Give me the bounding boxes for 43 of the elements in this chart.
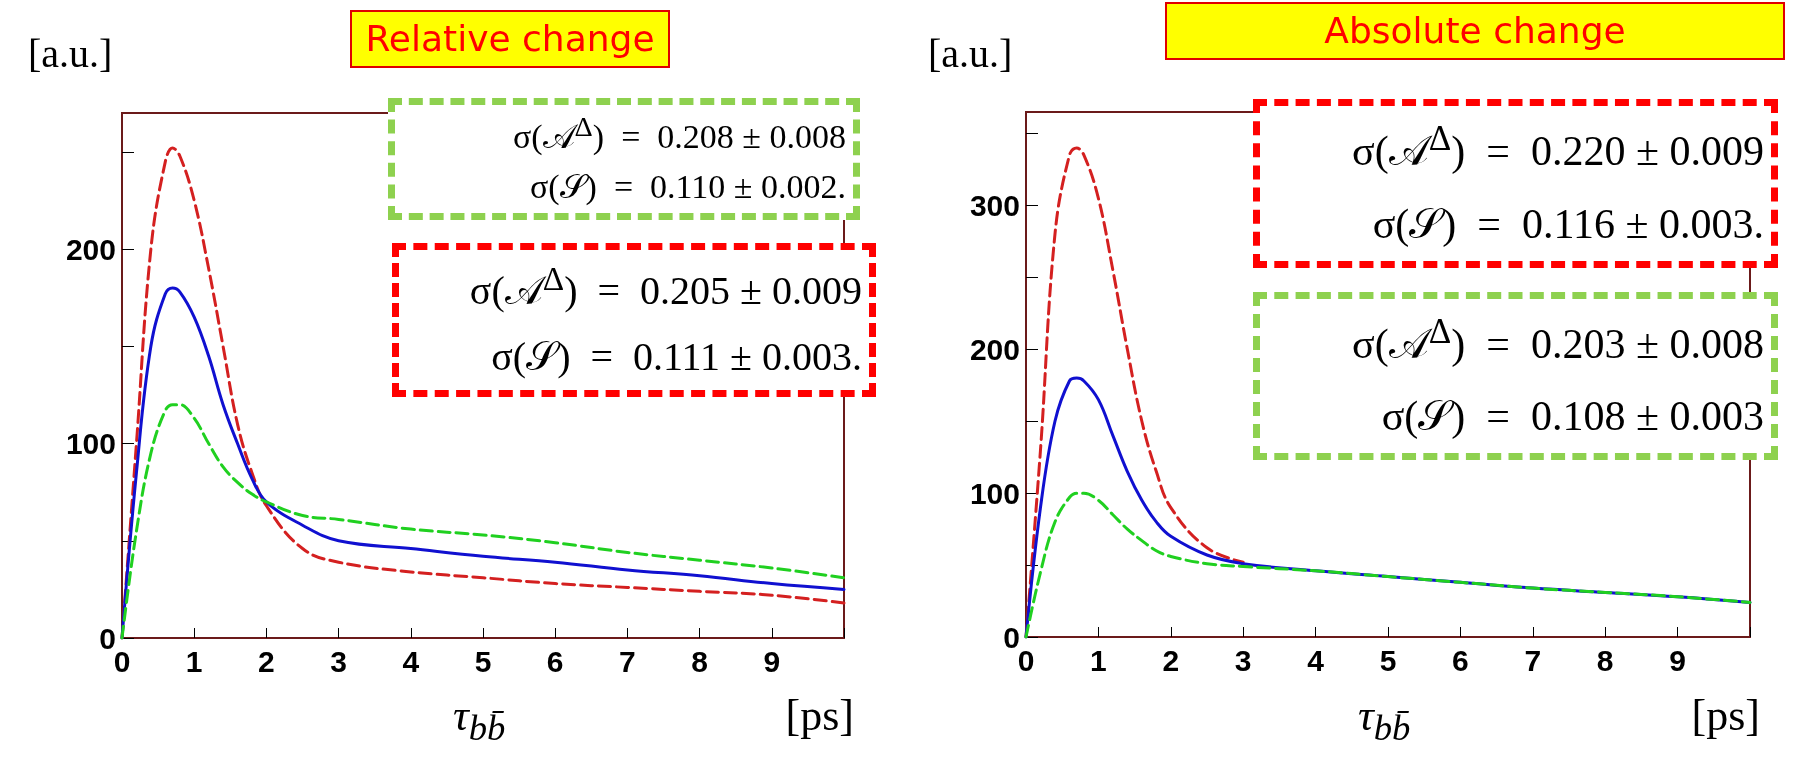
- x-axis-title: τ$_{bb̄}$: [453, 690, 506, 749]
- x-tick-label: 4: [402, 644, 420, 678]
- annotation: σ(𝒮) = 0.108 ± 0.003: [1381, 392, 1764, 440]
- x-tick-label: 7: [1524, 643, 1542, 677]
- x-tick-label: 5: [1379, 643, 1397, 677]
- x-tick-label: 9: [1669, 643, 1686, 677]
- y-tick-label: 0: [1003, 620, 1020, 654]
- text: [ps]: [1691, 690, 1760, 741]
- line-series: [1024, 491, 1752, 639]
- x-axis-title: τ$_{bb̄}$: [1358, 690, 1411, 749]
- y-tick-label: 0: [99, 621, 116, 655]
- y-tick-label: 200: [65, 232, 116, 266]
- y-tick-label: 100: [969, 476, 1020, 510]
- annotation: σ(𝒜$^{Δ}$) = 0.208 ± 0.008: [512, 111, 846, 158]
- x-tick-label: 6: [1452, 643, 1469, 677]
- annotation: σ(𝒮) = 0.110 ± 0.002.: [529, 167, 846, 207]
- annotation: σ(𝒜$^{Δ}$) = 0.203 ± 0.008: [1352, 312, 1764, 368]
- annotation: σ(𝒜$^{Δ}$) = 0.220 ± 0.009: [1352, 119, 1764, 176]
- x-tick-label: 8: [1596, 643, 1614, 677]
- x-tick-label: 2: [1162, 643, 1180, 677]
- y-tick-label: 100: [65, 427, 116, 461]
- x-tick-label: 3: [330, 644, 347, 678]
- x-tick-label: 1: [1090, 643, 1107, 677]
- y-axis-title: [a.u.]: [928, 30, 1013, 77]
- chart-title: Absolute change: [1165, 2, 1785, 60]
- x-tick-label: 2: [258, 644, 275, 678]
- annotation: σ(𝒮) = 0.116 ± 0.003.: [1372, 199, 1764, 248]
- text: [ps]: [785, 690, 854, 741]
- y-tick-label: 300: [969, 188, 1020, 222]
- annotation: σ(𝒜$^{Δ}$) = 0.205 ± 0.009: [469, 260, 862, 315]
- x-tick-label: 1: [185, 644, 203, 678]
- x-tick-label: 4: [1307, 643, 1325, 677]
- chart-title: Relative change: [350, 10, 670, 68]
- x-tick-label: 9: [763, 644, 781, 678]
- x-tick-label: 6: [546, 644, 564, 678]
- y-tick-label: 200: [969, 332, 1020, 366]
- x-tick-label: 8: [691, 644, 708, 678]
- x-tick-label: 5: [474, 644, 492, 678]
- y-axis-title: [a.u.]: [28, 30, 113, 77]
- x-tick-label: 3: [1234, 643, 1252, 677]
- line-series: [120, 403, 846, 640]
- annotation: σ(𝒮) = 0.111 ± 0.003.: [491, 332, 862, 380]
- x-tick-label: 7: [619, 644, 636, 678]
